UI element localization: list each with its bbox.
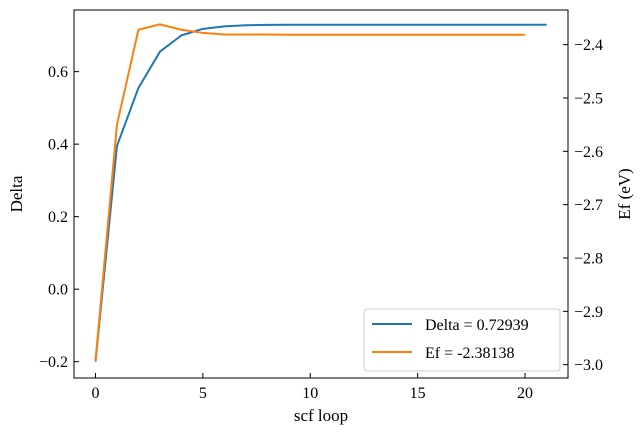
y-tick-label-right: −2.5: [574, 91, 603, 108]
legend-box: [363, 308, 561, 372]
y-axis-right: −3.0 −2.9 −2.8 −2.7 −2.6 −2.5 −2.4: [563, 37, 603, 374]
x-tick-label: 0: [91, 385, 99, 402]
plot-frame: [73, 9, 569, 379]
y-tick-label-right: −2.9: [574, 304, 603, 321]
y-axis-left: −0.2 0.0 0.2 0.4 0.6: [39, 64, 79, 371]
legend-label-delta: Delta = 0.72939: [425, 317, 529, 334]
x-tick-label: 20: [517, 385, 533, 402]
x-axis-label: scf loop: [294, 406, 348, 425]
y-tick-label-right: −2.8: [574, 251, 603, 268]
x-tick-label: 10: [302, 385, 318, 402]
legend-label-ef: Ef = -2.38138: [425, 345, 514, 362]
series-layer: [94, 23, 547, 362]
y-tick-label-left: 0.0: [48, 282, 68, 299]
y-tick-label-left: −0.2: [39, 354, 68, 371]
y-tick-label-right: −2.6: [574, 144, 603, 161]
legend: Delta = 0.72939 Ef = -2.38138: [363, 308, 561, 372]
y-tick-label-right: −3.0: [574, 357, 603, 374]
y-tick-label-right: −2.7: [574, 197, 603, 214]
y-tick-label-left: 0.2: [48, 209, 68, 226]
y-tick-label-left: 0.6: [48, 64, 68, 81]
series-line-ef: [94, 23, 526, 362]
x-tick-label: 15: [410, 385, 426, 402]
x-axis: 0 5 10 15 20: [91, 373, 533, 402]
y-tick-label-right: −2.4: [574, 37, 603, 54]
series-line-delta: [94, 23, 547, 362]
y-axis-label-right: Ef (eV): [615, 168, 634, 219]
y-tick-label-left: 0.4: [48, 137, 68, 154]
y-axis-label-left: Delta: [7, 175, 26, 212]
x-tick-label: 5: [199, 385, 207, 402]
